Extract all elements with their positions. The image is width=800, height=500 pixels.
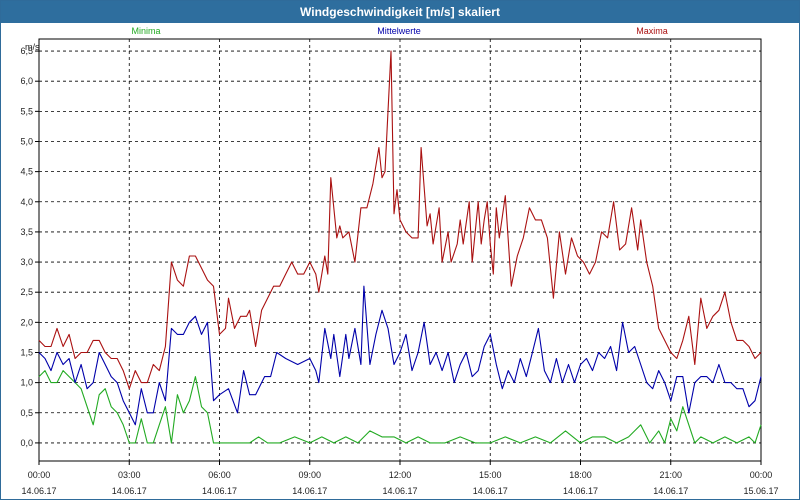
y-axis-unit: m/s (25, 42, 40, 52)
y-tick-label: 6,5 (20, 46, 33, 56)
y-tick-label: 0,5 (20, 408, 33, 418)
x-tick-time-label: 21:00 (659, 470, 682, 480)
x-tick-time-label: 15:00 (479, 470, 502, 480)
series-line-maxima (38, 50, 762, 390)
grid-lines (39, 39, 761, 461)
x-axis: 00:00 14.06.17 03:00 14.06.17 06:00 14.06.17 0… (21, 461, 779, 496)
y-tick-label: 4,0 (20, 197, 33, 207)
x-tick-date-label: 15.06.17 (743, 486, 778, 496)
series-line-minima (38, 370, 762, 444)
series-line-mittelwerte (38, 285, 762, 426)
y-tick-label: 5,0 (20, 136, 33, 146)
x-tick-date-label: 14.06.17 (653, 486, 688, 496)
y-axis: 6,5 6,0 5,5 5,0 4,5 4,0 3,5 3,0 2,5 2,0 1,5 1,0 0,5 0… (20, 46, 39, 448)
x-tick-time-label: 18:00 (569, 470, 592, 480)
x-tick-date-label: 14.06.17 (292, 486, 327, 496)
x-tick-time-label: 12:00 (389, 470, 412, 480)
legend: Minima Mittelwerte Maxima (131, 26, 667, 36)
x-tick-date-label: 14.06.17 (202, 486, 237, 496)
x-tick-time-label: 00:00 (750, 470, 773, 480)
x-tick-time-label: 09:00 (298, 470, 321, 480)
legend-item-mittelwerte: Mittelwerte (377, 26, 421, 36)
y-tick-label: 3,5 (20, 227, 33, 237)
x-tick-time-label: 06:00 (208, 470, 231, 480)
y-tick-label: 2,0 (20, 317, 33, 327)
y-tick-label: 5,5 (20, 106, 33, 116)
y-tick-label: 0,0 (20, 438, 33, 448)
y-tick-label: 6,0 (20, 76, 33, 86)
y-tick-label: 3,0 (20, 257, 33, 267)
x-tick-date-label: 14.06.17 (21, 486, 56, 496)
y-tick-label: 1,0 (20, 378, 33, 388)
y-tick-label: 4,5 (20, 167, 33, 177)
y-tick-label: 2,5 (20, 287, 33, 297)
x-tick-date-label: 14.06.17 (473, 486, 508, 496)
legend-item-maxima: Maxima (636, 26, 668, 36)
chart-title: Windgeschwindigkeit [m/s] skaliert (1, 1, 799, 23)
x-tick-date-label: 14.06.17 (112, 486, 147, 496)
series-lines (38, 50, 762, 444)
x-tick-time-label: 00:00 (28, 470, 51, 480)
x-tick-time-label: 03:00 (118, 470, 141, 480)
legend-item-minima: Minima (131, 26, 160, 36)
x-tick-date-label: 14.06.17 (382, 486, 417, 496)
x-tick-date-label: 14.06.17 (563, 486, 598, 496)
y-tick-label: 1,5 (20, 347, 33, 357)
